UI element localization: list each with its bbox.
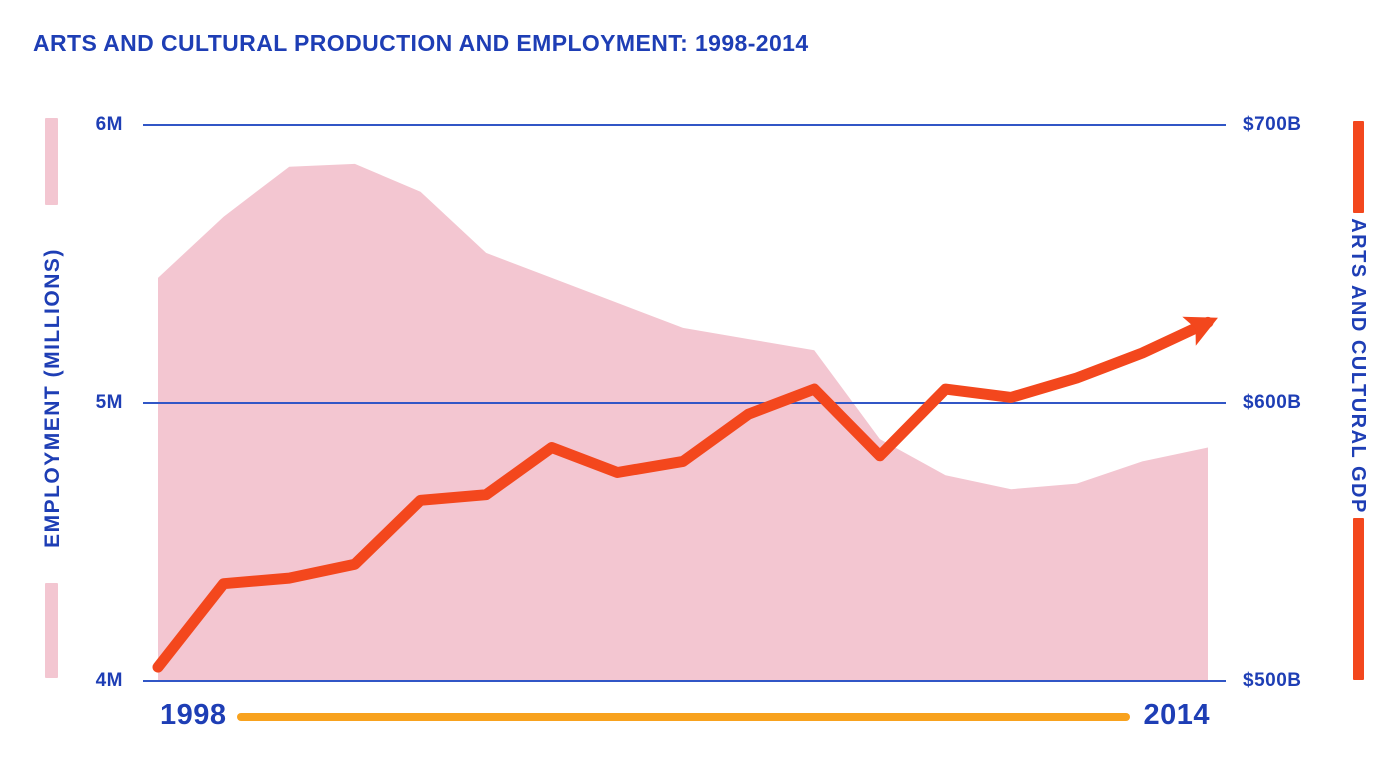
timeline-bar [237, 713, 1130, 721]
y-left-tick-6m: 6M [95, 114, 123, 135]
gdp-axis-label: ARTS AND CULTURAL GDP [1347, 218, 1369, 514]
left-axis-accent-bar-top [45, 118, 58, 205]
employment-area-series [158, 163, 1208, 681]
gdp-line-series [152, 316, 1218, 673]
right-axis-accent-bar-bottom [1353, 518, 1364, 680]
y-left-tick-5m: 5M [95, 392, 123, 413]
y-right-tick-700b: $700B [1243, 114, 1302, 135]
employment-axis-label: EMPLOYMENT (MILLIONS) [41, 248, 64, 548]
right-axis-accent-bar-top [1353, 121, 1364, 213]
x-axis-start-year: 1998 [160, 699, 227, 731]
x-axis-end-year: 2014 [1143, 699, 1210, 731]
page-title: ARTS AND CULTURAL PRODUCTION AND EMPLOYM… [33, 30, 809, 56]
y-right-tick-600b: $600B [1243, 392, 1302, 413]
y-right-tick-500b: $500B [1243, 670, 1302, 691]
y-left-tick-4m: 4M [95, 670, 123, 691]
left-axis-accent-bar-bottom [45, 583, 58, 678]
